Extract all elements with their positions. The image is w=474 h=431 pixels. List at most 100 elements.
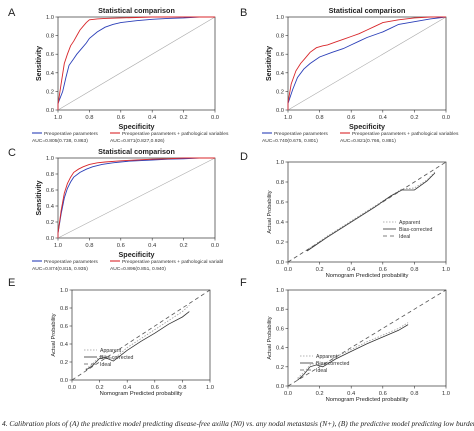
series-line-1: [57, 16, 215, 110]
plot-frame: [71, 289, 211, 381]
legend-entry: Preoperative parameters + pathological v…: [122, 131, 229, 137]
legend-entry: Bias-corrected: [316, 361, 350, 367]
panel-label: A: [8, 7, 16, 19]
y-axis-label: Actual Probability: [267, 316, 273, 359]
x-tick-label: 0.8: [85, 115, 93, 121]
reference-diagonal: [57, 16, 216, 111]
auc-label: AUC=0.871(0.827,0.926): [110, 138, 165, 144]
legend-entry: Ideal: [399, 234, 410, 240]
x-axis-label: Specificity: [119, 122, 155, 131]
y-axis-label: Actual Probability: [51, 313, 57, 356]
figure-caption: 4. Calibration plots of (A) the predicti…: [2, 419, 474, 428]
y-axis-label: Sensitivity: [36, 180, 43, 215]
y-tick-label: 0.6: [46, 52, 54, 58]
series-line-1: [287, 16, 447, 110]
x-tick-label: 0.6: [379, 267, 387, 273]
chart-panel-b: B Statistical comparison 1.0 0.8 0.6 0.4 0.2 0.…: [240, 6, 459, 144]
y-tick-label: 1.0: [46, 15, 54, 21]
plot-frame: [287, 161, 447, 263]
x-tick-label: 0.4: [148, 243, 157, 249]
series-line-2: [306, 172, 436, 252]
chart-panel-c: C Statistical comparison 1.0 0.8 0.6 0.4 0.2 0.…: [8, 147, 223, 272]
y-tick-label: 0.2: [46, 89, 54, 95]
legend-entry: Preoperative parameters: [44, 259, 98, 265]
series-line-1: [297, 322, 409, 379]
chart-panel-e: E 0.0 0.2 0.4 0.6 0.8 1.0 0.0 0.2 0.4 0.6 0.8 1.0 Nom…: [8, 277, 214, 397]
legend-entry: Preoperative parameters: [44, 131, 98, 137]
reference-diagonal: [57, 157, 216, 239]
y-tick-label: 1.0: [46, 156, 54, 162]
y-tick-label: 0.0: [276, 384, 284, 390]
x-tick-label: 0.4: [347, 267, 356, 273]
y-tick-label: 0.0: [60, 378, 68, 384]
series-line-1: [85, 305, 190, 370]
plot-frame: [57, 16, 216, 111]
x-tick-label: 0.0: [68, 385, 76, 391]
panel-label: E: [8, 277, 15, 289]
x-tick-label: 1.0: [442, 267, 450, 273]
plot-frame: [57, 157, 216, 239]
x-tick-label: 0.2: [316, 391, 324, 397]
series-line-2: [57, 157, 215, 238]
panel-label: C: [8, 147, 16, 159]
x-tick-label: 0.2: [180, 243, 188, 249]
y-tick-label: 0.2: [60, 360, 68, 366]
plot-frame: [287, 16, 447, 111]
y-tick-label: 0.0: [46, 108, 54, 114]
panel-label: D: [240, 151, 248, 163]
x-tick-label: 0.0: [284, 267, 292, 273]
legend-entry: Preoperative parameters + pathological v…: [122, 259, 223, 265]
series-line-2: [57, 16, 215, 110]
y-tick-label: 0.6: [276, 326, 284, 332]
y-tick-label: 0.0: [276, 108, 284, 114]
x-tick-label: 0.6: [151, 385, 159, 391]
x-tick-label: 0.8: [178, 385, 186, 391]
y-tick-label: 0.0: [46, 236, 54, 242]
y-tick-label: 1.0: [60, 288, 68, 294]
y-tick-label: 0.4: [276, 220, 285, 226]
legend-entry: Apparent: [100, 348, 122, 354]
x-tick-label: 1.0: [54, 243, 62, 249]
y-tick-label: 0.4: [46, 204, 55, 210]
y-tick-label: 0.8: [46, 34, 54, 40]
x-axis-label: Nomogram Predicted probability: [326, 273, 409, 279]
y-tick-label: 0.6: [60, 324, 68, 330]
chart-panel-a: A Statistical comparison 1.0 0.8 0.6 0.4 0.2 0.…: [8, 6, 229, 144]
legend-entry: Preoperative parameters: [274, 131, 328, 137]
y-axis-label: Sensitivity: [266, 46, 273, 81]
series-line-1: [57, 157, 215, 238]
auc-label: AUC=0.740(0.675, 0.801): [262, 138, 318, 144]
x-tick-label: 0.8: [410, 267, 418, 273]
x-tick-label: 0.2: [96, 385, 104, 391]
auc-label: AUC=0.896(0.851, 0.940): [110, 266, 166, 272]
chart-panel-f: F 0.0 0.2 0.4 0.6 0.8 1.0 0.0 0.2 0.4 0.6 0.8 1.0 Nom…: [240, 277, 450, 403]
y-tick-label: 0.0: [276, 260, 284, 266]
chart-panel-d: D 0.0 0.2 0.4 0.6 0.8 1.0 0.0 0.2 0.4 0.6 0.8 1.0 Nom…: [240, 151, 450, 279]
y-tick-label: 0.8: [276, 34, 284, 40]
x-tick-label: 0.4: [123, 385, 132, 391]
x-tick-label: 0.4: [347, 391, 356, 397]
auc-label: AUC=0.874(0.815, 0.935): [32, 266, 88, 272]
y-tick-label: 0.8: [46, 172, 54, 178]
chart-title: Statistical comparison: [98, 147, 175, 156]
y-tick-label: 0.4: [276, 346, 285, 352]
x-tick-label: 0.0: [284, 391, 292, 397]
chart-title: Statistical comparison: [329, 6, 406, 15]
y-axis-label: Actual Probability: [267, 190, 273, 233]
plot-frame: [287, 289, 447, 387]
series-line-3: [287, 289, 447, 387]
y-axis-label: Sensitivity: [36, 46, 43, 81]
y-tick-label: 0.8: [60, 306, 68, 312]
chart-title: Statistical comparison: [98, 6, 175, 15]
x-tick-label: 1.0: [206, 385, 214, 391]
series-line-3: [71, 289, 211, 381]
y-tick-label: 0.4: [60, 342, 69, 348]
x-tick-label: 0.0: [211, 115, 219, 121]
x-tick-label: 0.0: [211, 243, 219, 249]
x-tick-label: 1.0: [284, 115, 292, 121]
panel-label: F: [240, 277, 247, 289]
x-axis-label: Specificity: [349, 122, 385, 131]
auc-label: AUC=0.805(0.738, 0.863): [32, 138, 88, 144]
legend-entry: Apparent: [399, 220, 421, 226]
x-tick-label: 1.0: [442, 391, 450, 397]
